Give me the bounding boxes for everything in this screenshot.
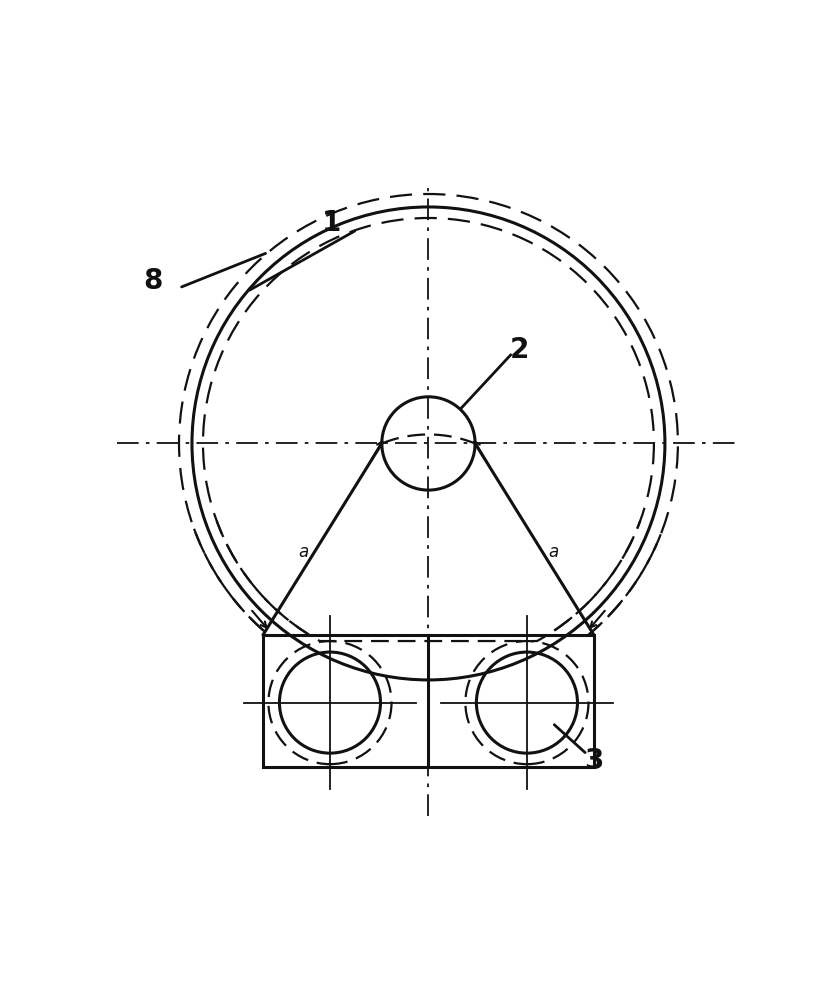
Bar (263, 635, 594, 767)
Text: 3: 3 (584, 747, 604, 775)
Text: a: a (298, 543, 308, 561)
Text: a: a (548, 543, 559, 561)
Text: 8: 8 (144, 267, 163, 295)
Text: 2: 2 (509, 336, 529, 364)
Text: 1: 1 (322, 209, 341, 237)
